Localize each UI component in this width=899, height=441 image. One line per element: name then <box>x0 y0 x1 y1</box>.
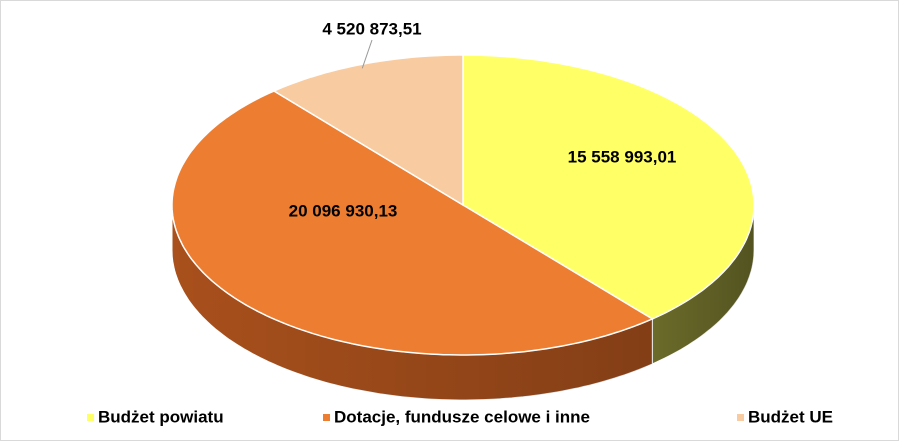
legend-label: Budżet powiatu <box>98 407 224 426</box>
legend-swatch <box>87 414 94 421</box>
data-label: 15 558 993,01 <box>568 147 677 166</box>
slice <box>462 54 755 320</box>
leader-line <box>361 39 373 69</box>
data-label: 4 520 873,51 <box>322 19 421 38</box>
slice <box>272 54 464 207</box>
legend-swatch <box>737 414 744 421</box>
legend-swatch <box>323 414 330 421</box>
slice-side-shade <box>652 205 754 364</box>
legend-label: Budżet UE <box>748 407 833 426</box>
legend-label: Dotacje, fundusze celowe i inne <box>334 407 590 426</box>
data-label: 20 096 930,13 <box>289 201 398 220</box>
slice <box>171 90 654 356</box>
